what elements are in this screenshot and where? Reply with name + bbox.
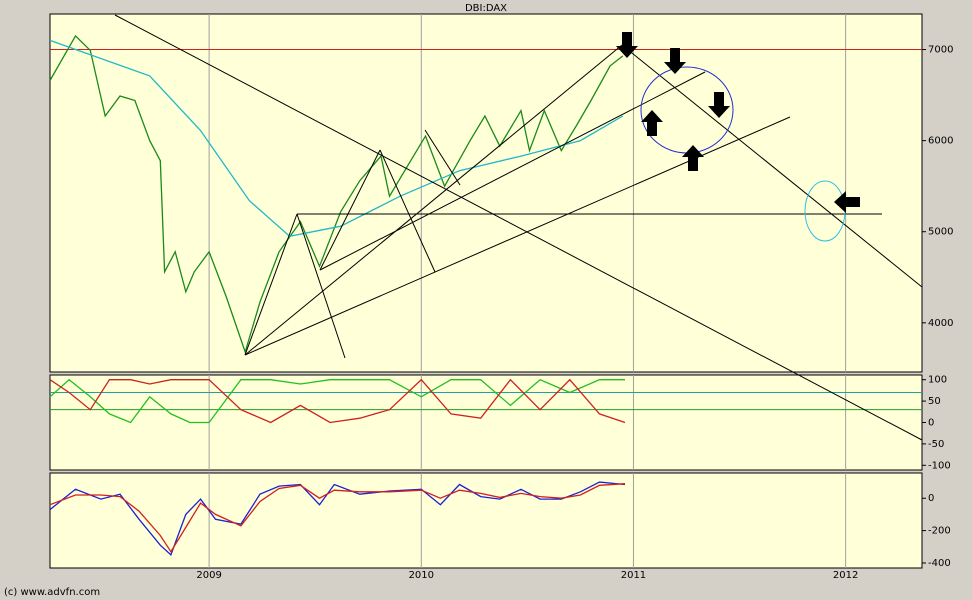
y-tick-label: 6000 [928, 136, 953, 147]
series-line [49, 378, 626, 424]
x-tick-label: 2010 [409, 570, 434, 581]
series-line [49, 483, 626, 553]
series-line [49, 481, 626, 557]
trendline [296, 213, 346, 359]
x-tick-label: 2011 [621, 570, 646, 581]
y-tick-label: 100 [928, 375, 947, 386]
y-tick-label: -200 [928, 526, 951, 537]
y-tick-label: 7000 [928, 45, 953, 56]
plot-area [49, 374, 923, 471]
y-tick-label: -400 [928, 558, 951, 569]
trendline [379, 149, 436, 273]
y-tick-label: 0 [928, 493, 934, 504]
plot-area [49, 472, 923, 569]
x-tick-label: 2012 [833, 570, 858, 581]
x-tick-label: 2009 [196, 570, 221, 581]
plot-area [49, 13, 923, 373]
plot-layer: 4000 5000 6000 7000 DBI:DAX 100 50 0 -50 -100 2009… [49, 3, 953, 581]
footer: (c) www.advfn.com [4, 587, 100, 598]
y-tick-label: 0 [928, 418, 934, 429]
trendline [319, 149, 381, 271]
y-tick-label: 5000 [928, 227, 953, 238]
y-tick-label: 50 [928, 396, 941, 407]
trendline [244, 44, 623, 356]
y-tick-label: -100 [928, 460, 951, 471]
series-line [49, 34, 624, 355]
annotations [114, 14, 922, 441]
trendline [621, 44, 922, 288]
series-line [49, 39, 624, 238]
y-tick-label: -50 [928, 439, 944, 450]
trendline [114, 14, 922, 441]
trendline [424, 129, 461, 186]
series-line [49, 378, 625, 424]
trendline [244, 213, 298, 356]
chart-title: DBI:DAX [465, 3, 507, 14]
y-tick-label: 4000 [928, 318, 953, 329]
